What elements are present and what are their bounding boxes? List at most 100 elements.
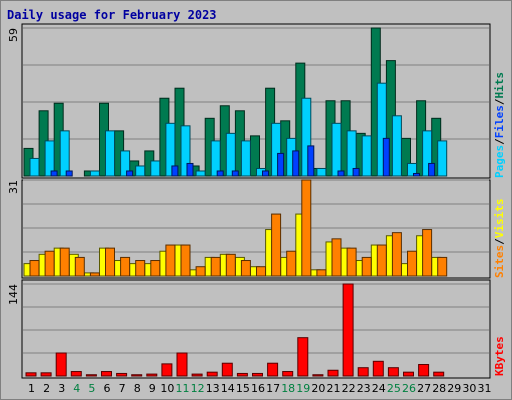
bar-files-day-19 (301, 97, 312, 177)
bar-pages-day-7 (126, 170, 134, 177)
bar-files-day-14 (225, 132, 236, 177)
legend-part: Sites (493, 245, 506, 278)
bar-sites-day-21 (331, 238, 342, 277)
bar-sites-day-22 (346, 247, 357, 277)
x-tick-day-18: 18 (281, 382, 295, 395)
bar-sites-day-18 (286, 250, 297, 277)
bar-sites-day-13 (210, 256, 221, 277)
x-tick-day-23: 23 (357, 382, 371, 395)
bar-kbytes-day-9 (146, 373, 158, 377)
bar-files-day-12 (195, 170, 206, 177)
x-tick-day-30: 30 (462, 382, 476, 395)
x-tick-day-26: 26 (402, 382, 416, 395)
bar-sites-day-25 (391, 232, 402, 277)
bar-kbytes-day-16 (252, 372, 263, 377)
bar-files-day-22 (346, 130, 357, 177)
y-max-label: 31 (7, 180, 20, 194)
bar-pages-day-22 (352, 167, 360, 177)
x-tick-day-27: 27 (417, 382, 431, 395)
plot-area (21, 279, 491, 379)
bar-pages-day-17 (277, 152, 285, 177)
bar-kbytes-day-8 (131, 374, 143, 377)
bar-sites-day-14 (225, 253, 236, 277)
chart-title: Daily usage for February 2023 (7, 8, 217, 22)
x-tick-day-1: 1 (28, 382, 35, 395)
bar-sites-day-12 (195, 266, 206, 277)
bar-sites-day-2 (44, 250, 55, 277)
bar-pages-day-26 (413, 172, 420, 177)
legend-label-top: Pages/Files/Hits (493, 72, 506, 178)
bar-kbytes-day-13 (206, 371, 218, 377)
bar-files-day-11 (180, 125, 191, 177)
bar-files-day-8 (135, 165, 146, 177)
bar-kbytes-day-24 (372, 360, 384, 377)
x-tick-day-17: 17 (266, 382, 280, 395)
bar-pages-day-19 (307, 145, 315, 177)
bar-pages-day-18 (292, 150, 300, 177)
bar-sites-day-9 (150, 260, 161, 277)
legend-part: Hits (493, 72, 506, 99)
bar-files-day-6 (105, 130, 115, 177)
bar-kbytes-day-17 (267, 362, 279, 377)
bar-files-day-1 (29, 157, 40, 177)
legend-part: Pages (493, 145, 506, 178)
bar-pages-day-14 (231, 170, 239, 177)
bar-kbytes-day-23 (357, 367, 369, 377)
bar-sites-day-23 (361, 256, 372, 277)
legend-part: KBytes (493, 336, 506, 376)
x-tick-day-29: 29 (447, 382, 461, 395)
bar-files-day-13 (210, 140, 221, 177)
legend-part: / (493, 138, 506, 145)
x-tick-day-24: 24 (372, 382, 386, 395)
x-tick-day-21: 21 (327, 382, 341, 395)
x-tick-day-6: 6 (104, 382, 111, 395)
bar-kbytes-day-19 (297, 337, 309, 377)
bar-kbytes-day-12 (191, 373, 203, 377)
legend-part: Files (493, 105, 506, 138)
x-tick-day-31: 31 (478, 382, 492, 395)
bar-sites-day-17 (271, 213, 282, 277)
bar-sites-day-27 (422, 229, 433, 277)
bar-sites-day-20 (316, 269, 327, 277)
bar-files-day-26 (407, 162, 417, 177)
bar-kbytes-day-4 (70, 371, 82, 377)
bar-pages-day-3 (65, 170, 73, 177)
bar-kbytes-day-15 (236, 372, 248, 377)
bar-files-day-15 (240, 140, 251, 177)
bar-kbytes-day-7 (116, 372, 128, 377)
bar-files-day-20 (316, 167, 327, 177)
bar-kbytes-day-11 (176, 352, 188, 377)
bar-files-day-5 (89, 170, 100, 177)
x-tick-day-8: 8 (134, 382, 141, 395)
bar-pages-day-27 (428, 162, 436, 177)
bar-files-day-24 (376, 82, 387, 177)
legend-label-bottom: KBytes (493, 336, 506, 376)
x-tick-day-28: 28 (432, 382, 446, 395)
bar-kbytes-day-6 (101, 371, 112, 377)
x-tick-day-10: 10 (160, 382, 174, 395)
bar-kbytes-day-22 (342, 283, 354, 377)
bar-sites-day-8 (135, 260, 146, 277)
bar-kbytes-day-10 (161, 363, 173, 377)
bar-kbytes-day-25 (387, 367, 399, 377)
bar-files-day-23 (361, 135, 372, 177)
x-tick-day-3: 3 (58, 382, 65, 395)
bar-sites-day-3 (59, 247, 70, 277)
x-tick-day-25: 25 (387, 382, 401, 395)
bar-sites-day-15 (240, 260, 251, 277)
bar-files-day-25 (391, 115, 402, 177)
x-tick-day-9: 9 (149, 382, 156, 395)
bar-sites-day-5 (89, 272, 100, 277)
bar-pages-day-21 (337, 170, 345, 177)
legend-label-middle: Sites/Visits (493, 199, 506, 279)
bar-kbytes-day-2 (40, 372, 52, 377)
bar-kbytes-day-20 (312, 374, 324, 377)
bar-kbytes-day-3 (55, 352, 67, 377)
bar-kbytes-day-26 (403, 371, 414, 377)
y-max-label: 144 (7, 284, 20, 305)
bar-kbytes-day-27 (418, 364, 430, 377)
bar-kbytes-day-28 (433, 371, 445, 377)
x-tick-day-2: 2 (43, 382, 50, 395)
x-tick-day-4: 4 (73, 382, 80, 395)
legend-part: / (493, 98, 506, 105)
